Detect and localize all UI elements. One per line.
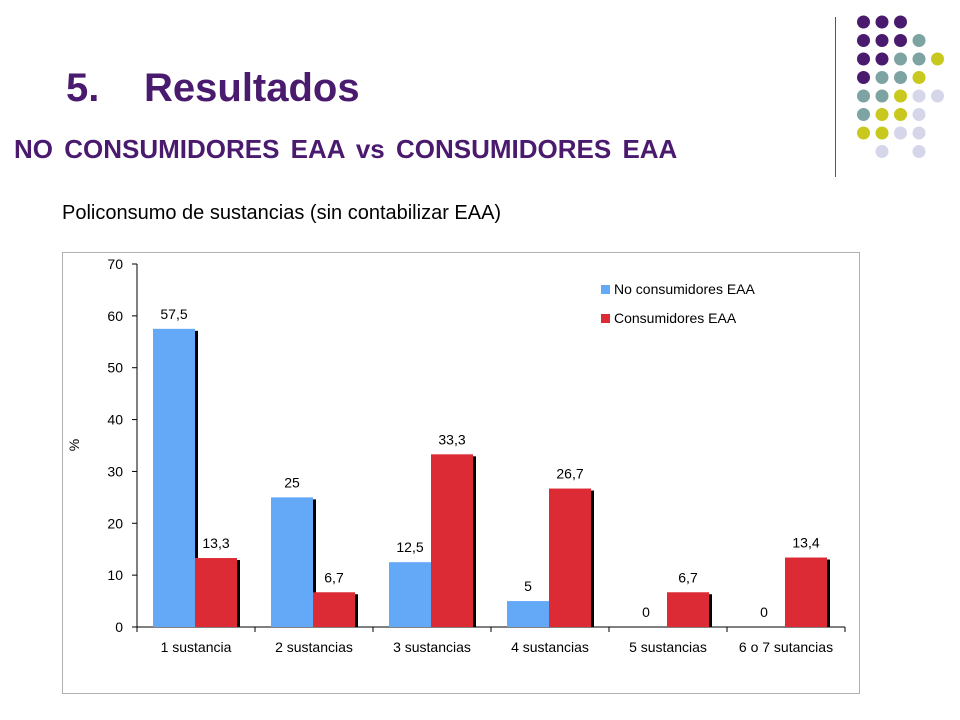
decorative-dot xyxy=(894,52,907,66)
x-tick-label: 5 sustancias xyxy=(629,639,707,655)
decorative-dot xyxy=(931,89,944,103)
decorative-dot xyxy=(894,34,907,47)
data-label: 12,5 xyxy=(396,539,423,555)
legend-label: No consumidores EAA xyxy=(614,281,756,297)
y-axis-label: % xyxy=(66,439,82,451)
bar xyxy=(271,497,313,627)
data-label: 26,7 xyxy=(556,466,583,482)
decorative-dots xyxy=(857,15,944,158)
bar xyxy=(389,562,431,627)
bar xyxy=(195,558,237,627)
decorative-dot xyxy=(894,89,907,103)
legend-swatch xyxy=(601,285,610,294)
x-tick-label: 4 sustancias xyxy=(511,639,589,655)
decorative-dot xyxy=(912,108,926,121)
data-label: 33,3 xyxy=(438,431,465,447)
decorative-dot xyxy=(857,52,870,66)
y-tick-label: 30 xyxy=(107,463,123,479)
bar xyxy=(153,328,195,627)
data-label: 57,5 xyxy=(160,306,187,322)
bar xyxy=(549,488,591,627)
decorative-dot xyxy=(894,108,907,121)
y-tick-label: 50 xyxy=(107,360,123,376)
decorative-dot xyxy=(875,145,889,158)
bar xyxy=(507,601,549,627)
slide-number: 5. xyxy=(66,66,100,110)
bar xyxy=(667,592,709,627)
decorative-dot xyxy=(875,15,889,29)
data-label: 25 xyxy=(284,474,300,490)
decorative-dot xyxy=(857,15,870,29)
decorative-dot xyxy=(912,89,926,103)
decorative-dot xyxy=(894,71,907,84)
decorative-dot xyxy=(875,71,889,84)
bar xyxy=(785,557,827,627)
slide-title: 5. Resultados xyxy=(66,66,360,111)
y-tick-label: 60 xyxy=(107,308,123,324)
y-tick-label: 20 xyxy=(107,515,123,531)
x-tick-label: 2 sustancias xyxy=(275,639,353,655)
y-tick-label: 0 xyxy=(115,619,123,635)
decorative-dot xyxy=(894,15,907,29)
y-tick-label: 40 xyxy=(107,412,123,428)
decorative-dot xyxy=(894,126,907,140)
x-tick-label: 1 sustancia xyxy=(161,639,232,655)
decorative-dot xyxy=(912,52,926,66)
data-label: 13,4 xyxy=(792,535,819,551)
legend-swatch xyxy=(601,314,610,323)
decorative-dot xyxy=(875,34,889,47)
y-tick-label: 10 xyxy=(107,567,123,583)
data-label: 6,7 xyxy=(678,569,698,585)
decorative-dot xyxy=(857,89,870,103)
decorative-dot xyxy=(857,126,870,140)
x-tick-label: 6 o 7 sutancias xyxy=(739,639,833,655)
y-tick-label: 70 xyxy=(107,256,123,272)
data-label: 13,3 xyxy=(202,535,229,551)
data-label: 5 xyxy=(524,578,532,594)
decorative-dot xyxy=(857,34,870,47)
decorative-divider xyxy=(835,17,836,177)
decorative-dot xyxy=(931,52,944,66)
decorative-dot xyxy=(857,108,870,121)
chart-description: Policonsumo de sustancias (sin contabili… xyxy=(62,202,502,224)
decorative-dot xyxy=(912,145,926,158)
x-tick-label: 3 sustancias xyxy=(393,639,471,655)
decorative-dot xyxy=(875,108,889,121)
decorative-dot xyxy=(912,71,926,84)
decorative-dot xyxy=(875,126,889,140)
data-label: 6,7 xyxy=(324,569,344,585)
data-label: 0 xyxy=(642,604,650,620)
slide-subtitle: NO CONSUMIDORES EAA vs CONSUMIDORES EAA xyxy=(14,134,678,164)
bar xyxy=(431,454,473,627)
decorative-dot xyxy=(912,34,926,47)
decorative-dot xyxy=(875,52,889,66)
slide-title-text: Resultados xyxy=(144,66,360,110)
data-label: 0 xyxy=(760,604,768,620)
legend-label: Consumidores EAA xyxy=(614,310,737,326)
bar xyxy=(313,592,355,627)
decorative-dot xyxy=(857,71,870,84)
bar-chart: 0 10 20 30 40 50 60 70% 1 sustancia 57,5 13,3 2 sus… xyxy=(62,252,860,694)
decorative-dot xyxy=(875,89,889,103)
decorative-dot xyxy=(912,126,926,140)
